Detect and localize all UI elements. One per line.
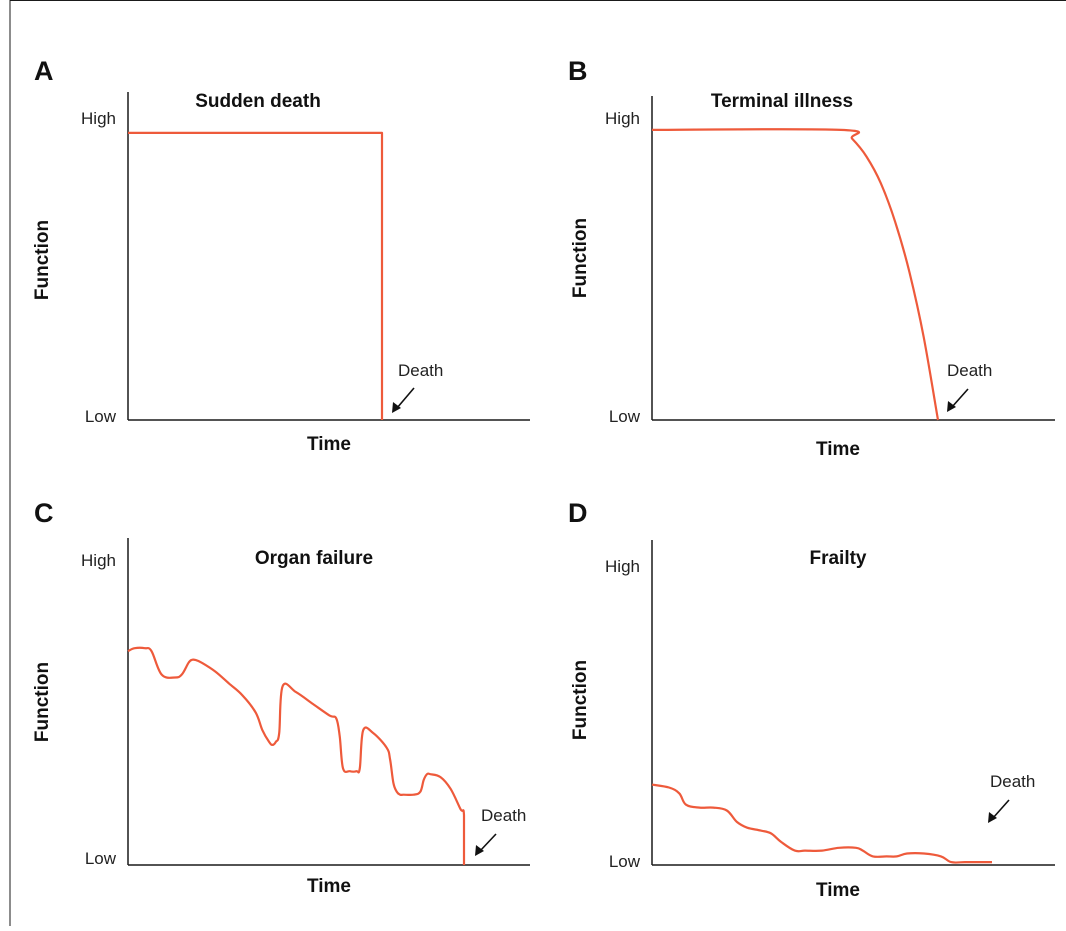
panel-a-title: Sudden death: [195, 91, 321, 112]
panel-d-title: Frailty: [809, 548, 866, 569]
panel-d-death-arrow: [992, 799, 1010, 819]
panel-d-x-axis-label: Time: [816, 880, 860, 901]
panel-c-letter: C: [34, 498, 54, 528]
panel-a-y-tick-high: High: [81, 109, 116, 128]
panel-b-death-arrowhead: [947, 401, 956, 412]
panel-a-y-axis-label: Function: [32, 220, 53, 300]
panel-c-death-arrow: [479, 833, 497, 852]
panel-b-y-tick-low: Low: [609, 407, 641, 426]
panel-d-death-arrowhead: [988, 812, 997, 823]
panel-b-death-label: Death: [947, 361, 992, 380]
panel-b: B Terminal illness High Low Function Tim…: [568, 56, 1055, 460]
panel-d-y-tick-low: Low: [609, 852, 641, 871]
panel-c-x-axis-label: Time: [307, 876, 351, 897]
panel-b-letter: B: [568, 56, 588, 86]
panel-c-y-axis-label: Function: [32, 662, 53, 742]
panel-a-death-arrow: [396, 387, 415, 409]
panel-a-x-axis-label: Time: [307, 434, 351, 455]
panel-b-y-tick-high: High: [605, 109, 640, 128]
panel-c: C Organ failure High Low Function Time D…: [32, 498, 530, 897]
panel-b-y-axis-label: Function: [570, 218, 591, 298]
panel-d-death-label: Death: [990, 772, 1035, 791]
panel-c-death-arrowhead: [475, 845, 484, 856]
panel-d-y-tick-high: High: [605, 557, 640, 576]
panel-c-y-tick-low: Low: [85, 849, 117, 868]
panel-c-series-line: [127, 646, 466, 865]
panel-b-title: Terminal illness: [711, 91, 853, 112]
panel-d-series-line: [651, 783, 992, 864]
panel-a-y-tick-low: Low: [85, 407, 117, 426]
panel-a-series-line: [128, 131, 384, 420]
panel-d-y-axis-label: Function: [570, 660, 591, 740]
panel-c-death-label: Death: [481, 806, 526, 825]
panel-b-death-arrow: [951, 388, 969, 408]
panel-a: A Sudden death High Low Function Time De…: [32, 56, 530, 455]
panel-c-y-tick-high: High: [81, 551, 116, 570]
panel-a-death-label: Death: [398, 361, 443, 380]
panel-b-series-line: [651, 128, 940, 421]
panel-d: D Frailty High Low Function Time Death: [568, 498, 1055, 901]
panel-a-letter: A: [34, 56, 54, 86]
panel-c-title: Organ failure: [255, 548, 373, 569]
panel-a-death-arrowhead: [392, 402, 401, 413]
panel-b-x-axis-label: Time: [816, 439, 860, 460]
panel-d-letter: D: [568, 498, 588, 528]
